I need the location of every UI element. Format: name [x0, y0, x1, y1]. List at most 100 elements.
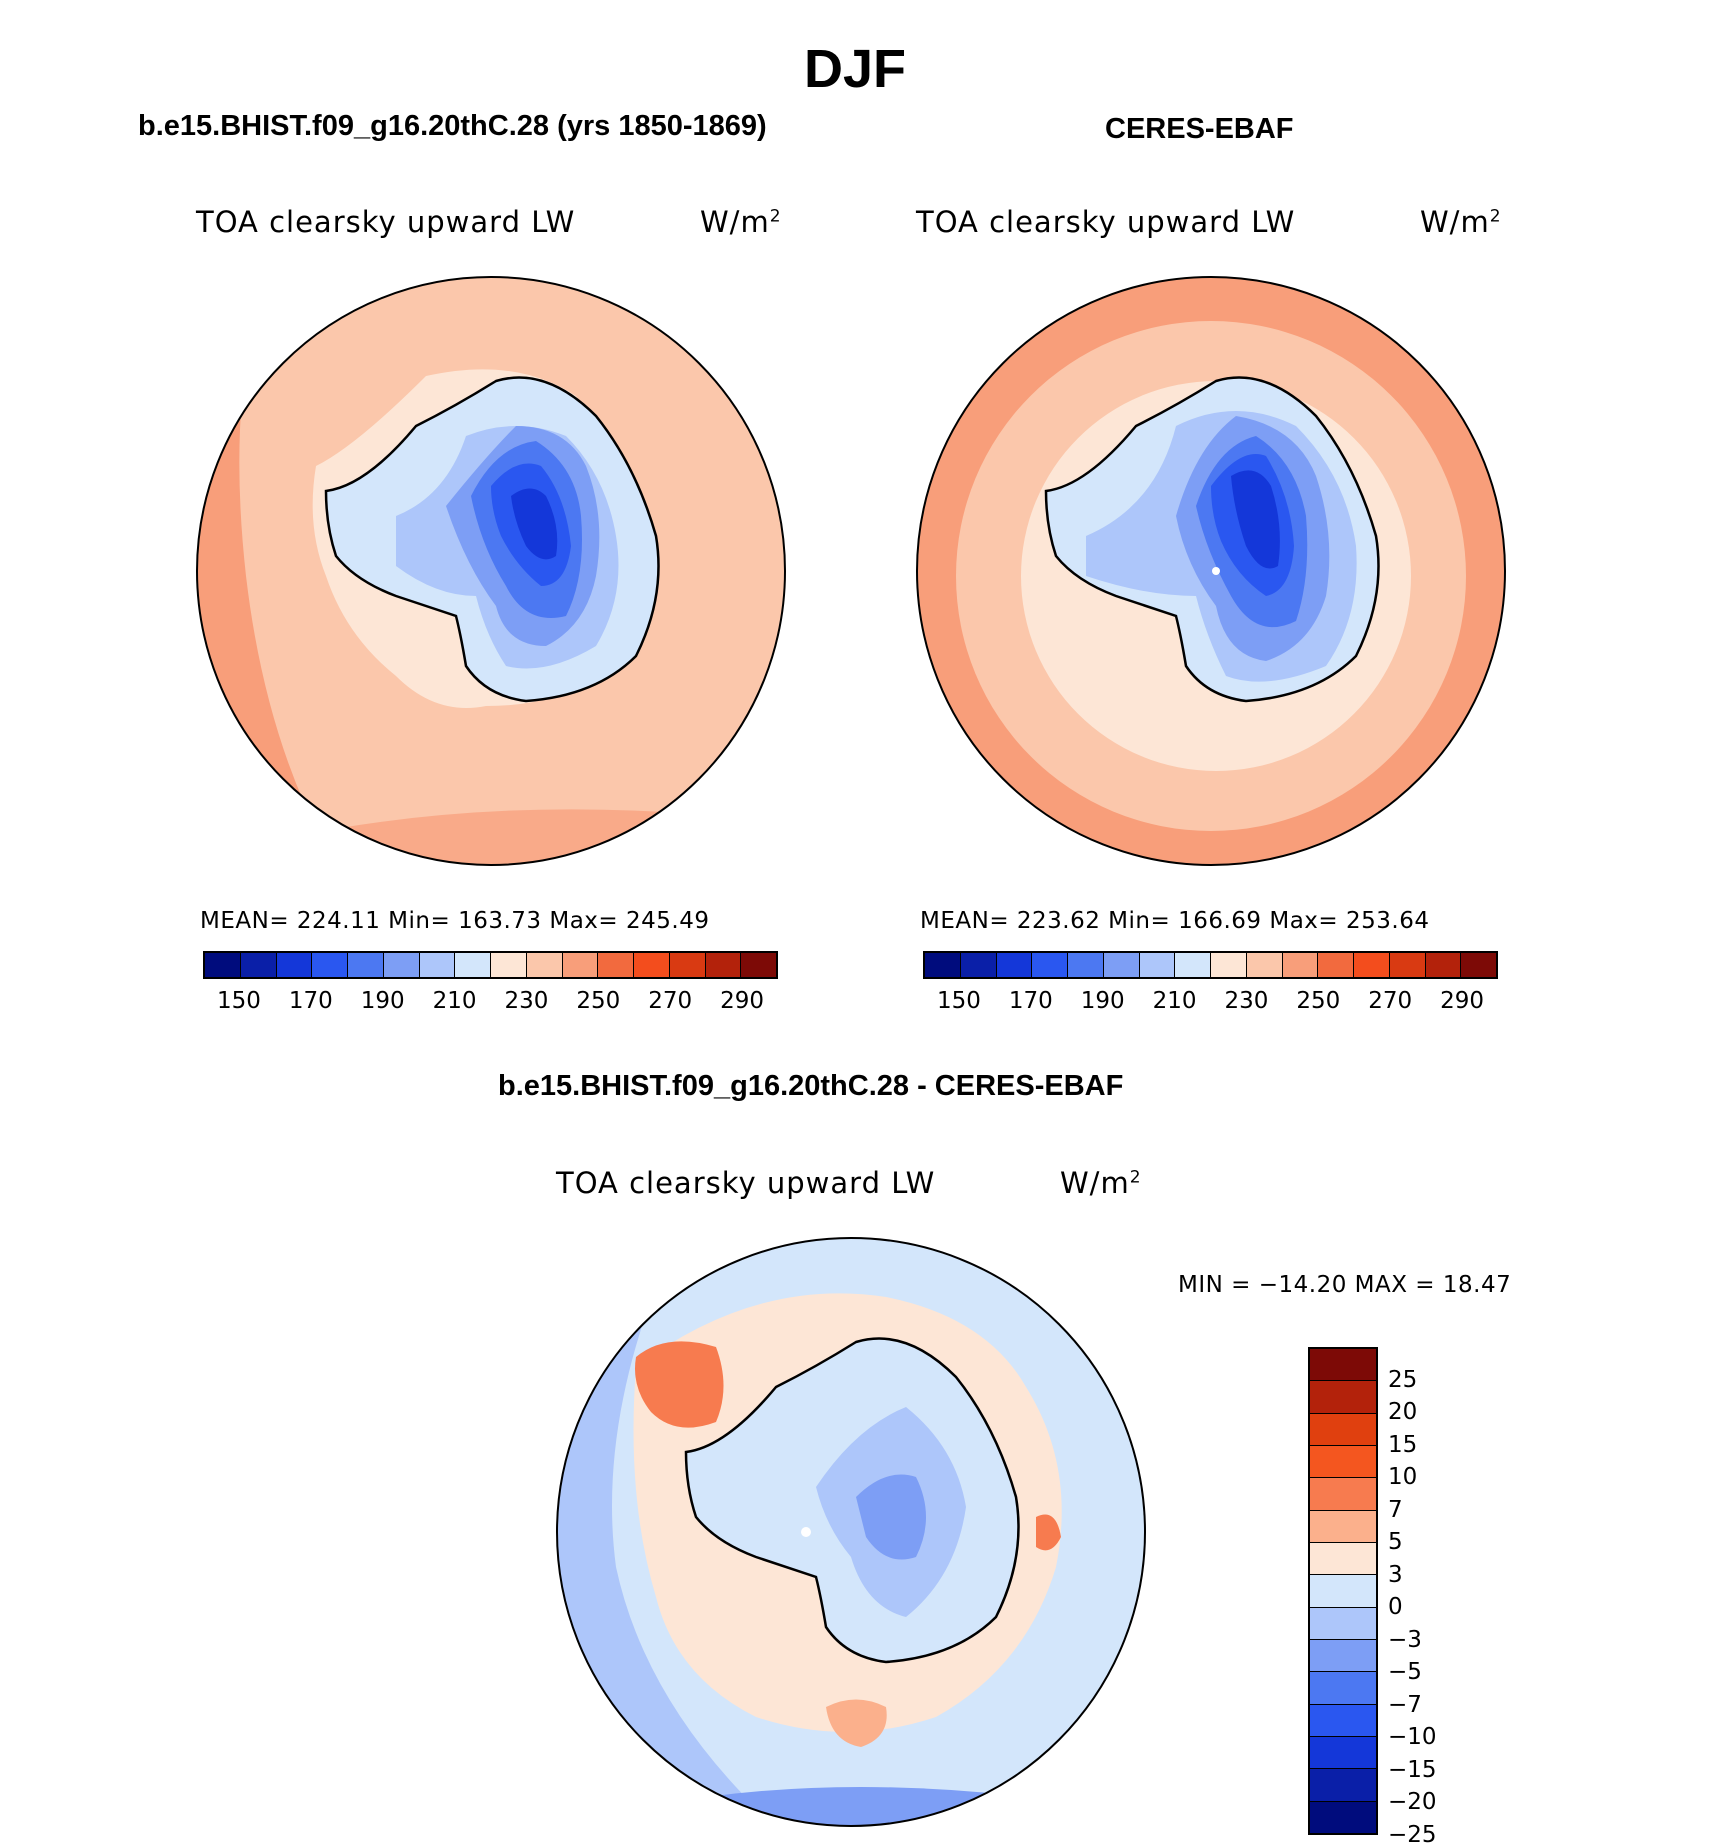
diff-colorbar-bin [1310, 1445, 1376, 1479]
obs-colorbar-bin [996, 953, 1033, 977]
obs-colorbar-bin [1389, 953, 1426, 977]
model-colorbar-tick-label: 270 [648, 988, 693, 1014]
model-colorbar-bin [240, 953, 277, 977]
diff-colorbar-tick-label: 3 [1388, 1561, 1403, 1588]
obs-colorbar-tick-label: 150 [936, 988, 981, 1014]
diff-colorbar-tick-label: −10 [1388, 1724, 1437, 1751]
diff-interior-cooler [856, 1474, 926, 1560]
obs-variable-label: TOA clearsky upward LW [916, 205, 1296, 239]
model-units-label: W/m2 [700, 205, 782, 239]
diff-colorbar-bin [1310, 1478, 1376, 1511]
obs-colorbar-bin [1032, 953, 1068, 977]
diff-colorbar-bin [1310, 1510, 1376, 1543]
diff-colorbar-tick-label: 20 [1388, 1399, 1418, 1426]
diff-colorbar-tick-label: −15 [1388, 1756, 1437, 1783]
model-colorbar-bin [562, 953, 599, 977]
model-colorbar-bin [348, 953, 384, 977]
model-colorbar-bin [383, 953, 420, 977]
diff-variable-label: TOA clearsky upward LW [556, 1166, 936, 1200]
model-colorbar-bin [455, 953, 491, 977]
diff-colorbar-tick-label: 10 [1388, 1464, 1418, 1491]
diff-colorbar-bin [1310, 1607, 1376, 1640]
obs-colorbar-bin [1175, 953, 1211, 977]
model-colorbar-tick-label: 150 [216, 988, 261, 1014]
obs-colorbar-bin [1425, 953, 1462, 977]
diff-colorbar-bin [1310, 1672, 1376, 1705]
model-variable-label: TOA clearsky upward LW [196, 205, 576, 239]
obs-colorbar-tick-label: 270 [1368, 988, 1413, 1014]
model-colorbar-bin [312, 953, 348, 977]
obs-colorbar-bin [960, 953, 997, 977]
diff-colorbar-tick-label: −5 [1388, 1659, 1422, 1686]
obs-colorbar-tick-label: 250 [1296, 988, 1341, 1014]
model-colorbar-bin [705, 953, 742, 977]
obs-colorbar-tick-label: 170 [1008, 988, 1053, 1014]
diff-colorbar-tick-label: −25 [1388, 1822, 1437, 1848]
diff-colorbar-bin [1310, 1769, 1376, 1802]
model-colorbar-bin [526, 953, 563, 977]
model-colorbar-ticks: 150 170 190 210 230 250 270 290 [203, 988, 778, 1018]
obs-map [916, 276, 1506, 866]
diff-panel-title: b.e15.BHIST.f09_g16.20thC.28 - CERES-EBA… [498, 1070, 1124, 1102]
model-map [196, 276, 786, 866]
diff-colorbar-tick-label: 5 [1388, 1529, 1403, 1556]
obs-colorbar-bin [1103, 953, 1140, 977]
diff-warm-patch-south [826, 1699, 887, 1747]
diff-colorbar-bin [1310, 1413, 1376, 1446]
obs-units-label: W/m2 [1420, 205, 1502, 239]
diff-colorbar-bin [1310, 1801, 1376, 1833]
model-colorbar-tick-label: 210 [432, 988, 477, 1014]
model-colorbar-bin [598, 953, 634, 977]
model-panel-title: b.e15.BHIST.f09_g16.20thC.28 (yrs 1850-1… [138, 110, 767, 142]
diff-warm-patch-east [1036, 1514, 1061, 1551]
obs-interior-5 [1231, 470, 1280, 569]
model-colorbar-bin [205, 953, 241, 977]
diff-colorbar-bin [1310, 1349, 1376, 1382]
model-colorbar-tick-label: 290 [720, 988, 765, 1014]
model-colorbar-bin [741, 953, 776, 977]
diff-colorbar-bin [1310, 1542, 1376, 1576]
obs-colorbar-bin [1282, 953, 1319, 977]
diff-stats: MIN = −14.20 MAX = 18.47 [1178, 1272, 1512, 1298]
diff-colorbar-bin [1310, 1704, 1376, 1737]
obs-colorbar-bin [1461, 953, 1496, 977]
diff-map [556, 1237, 1146, 1827]
diff-units-label: W/m2 [1060, 1166, 1142, 1200]
diff-colorbar-tick-label: −20 [1388, 1789, 1437, 1816]
diff-outer-cool-band [557, 1238, 776, 1826]
obs-colorbar-bin [925, 953, 961, 977]
obs-stats: MEAN= 223.62 Min= 166.69 Max= 253.64 [920, 908, 1430, 934]
diff-colorbar-tick-label: 25 [1388, 1366, 1418, 1393]
diff-colorbar-tick-label: −3 [1388, 1626, 1422, 1653]
obs-colorbar-bin [1354, 953, 1390, 977]
model-colorbar-tick-label: 190 [360, 988, 405, 1014]
obs-colorbar [923, 951, 1498, 979]
diff-colorbar-ticks: 25 20 15 10 7 5 3 0 −3 −5 −7 −10 −15 −20 −25 [1388, 1347, 1478, 1848]
diff-colorbar-bin [1310, 1575, 1376, 1608]
model-colorbar-bin [491, 953, 527, 977]
model-colorbar [203, 951, 778, 979]
diff-colorbar-tick-label: 0 [1388, 1594, 1403, 1621]
obs-colorbar-bin [1318, 953, 1354, 977]
figure-title: DJF [803, 39, 906, 99]
model-colorbar-bin [419, 953, 456, 977]
diff-colorbar-bin [1310, 1639, 1376, 1673]
diff-colorbar-tick-label: 7 [1388, 1496, 1403, 1523]
diff-colorbar [1308, 1347, 1378, 1835]
obs-pole-gap [1212, 567, 1220, 575]
diff-bottom-cool [706, 1787, 1026, 1826]
obs-colorbar-bin [1211, 953, 1247, 977]
model-colorbar-bin [669, 953, 706, 977]
obs-colorbar-bin [1246, 953, 1283, 977]
model-stats: MEAN= 224.11 Min= 163.73 Max= 245.49 [200, 908, 710, 934]
model-colorbar-tick-label: 170 [288, 988, 333, 1014]
obs-colorbar-bin [1068, 953, 1104, 977]
diff-colorbar-tick-label: 15 [1388, 1431, 1418, 1458]
obs-panel-title: CERES-EBAF [1105, 113, 1294, 145]
obs-colorbar-tick-label: 230 [1224, 988, 1269, 1014]
diff-pole-gap [801, 1527, 811, 1537]
diff-colorbar-bin [1310, 1381, 1376, 1414]
model-colorbar-bin [634, 953, 670, 977]
diff-colorbar-bin [1310, 1736, 1376, 1770]
obs-colorbar-tick-label: 290 [1440, 988, 1485, 1014]
